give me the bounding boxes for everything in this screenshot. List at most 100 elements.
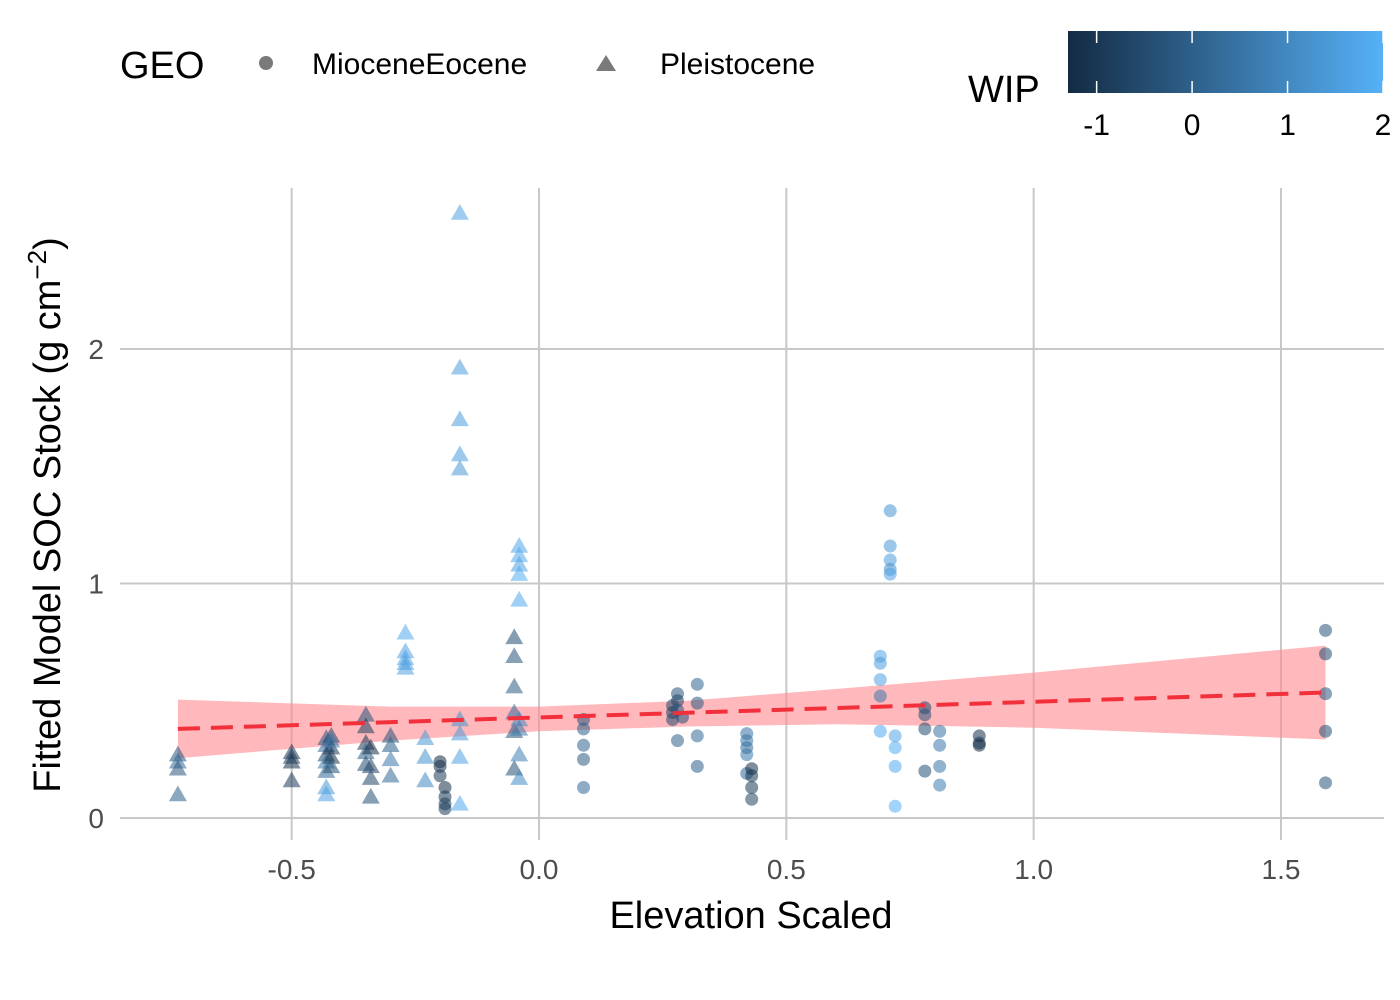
circle-point (933, 778, 947, 792)
x-tick-label: -0.5 (268, 854, 316, 885)
triangle-point (510, 565, 529, 581)
circle-point (577, 722, 591, 736)
x-tick-label: 1.0 (1014, 854, 1053, 885)
y-axis-title-main: Fitted Model SOC Stock (g cm (27, 280, 69, 793)
triangle-point (396, 623, 415, 640)
circle-point (433, 769, 447, 783)
shape-legend-title: GEO (120, 45, 204, 87)
circle-point (918, 764, 932, 778)
circle-point (933, 724, 947, 738)
triangle-point (361, 787, 380, 804)
circle-point (888, 741, 902, 755)
circle-point (1319, 647, 1333, 661)
shape-legend: GEO MioceneEocene Pleistocene (120, 45, 815, 87)
x-tick-label: 0.5 (767, 854, 806, 885)
triangle-point (505, 647, 524, 663)
legend-label-pleistocene: Pleistocene (660, 48, 815, 81)
triangle-point (510, 555, 529, 572)
y-axis-ticks: 0 1 2 (88, 334, 104, 834)
circle-point (1319, 776, 1333, 790)
triangle-point (356, 717, 375, 734)
circle-point (433, 759, 447, 773)
circle-point (671, 734, 685, 748)
x-axis-title: Elevation Scaled (609, 895, 892, 937)
triangle-point (322, 748, 341, 764)
circle-point (745, 781, 759, 795)
triangle-point (356, 705, 375, 722)
trend-line (177, 690, 1326, 731)
x-tick-label: 1.5 (1262, 854, 1301, 885)
circle-point (918, 722, 932, 736)
triangle-point (361, 757, 380, 774)
triangle-point (450, 410, 469, 427)
triangle-point (416, 771, 435, 788)
circle-point (873, 656, 887, 670)
circle-point (873, 689, 887, 703)
triangle-point (322, 757, 341, 774)
triangle-point (505, 628, 524, 645)
triangle-point (416, 748, 435, 764)
color-bar-tick-label: 2 (1375, 109, 1392, 142)
triangle-point (510, 590, 529, 607)
color-bar-tick-label: 1 (1279, 109, 1296, 142)
circle-point (883, 504, 897, 518)
triangle-point (317, 785, 336, 802)
triangle-point (450, 748, 469, 764)
circle-point (745, 792, 759, 806)
triangle-point (450, 794, 469, 811)
circle-point (873, 724, 887, 738)
triangle-point (361, 769, 380, 785)
circle-point (883, 539, 897, 553)
circle-point (438, 781, 452, 795)
confidence-band (177, 645, 1326, 759)
trend-fit-line (177, 690, 1326, 731)
y-axis-title-close: ) (27, 237, 69, 250)
y-axis-title: Fitted Model SOC Stock (g cm−2) (22, 237, 69, 792)
circle-point (888, 729, 902, 743)
triangle-point (510, 719, 529, 736)
triangle-point (381, 726, 400, 743)
legend-key-circle (259, 56, 273, 70)
legend-key-triangle (596, 55, 616, 71)
triangle-point (282, 771, 301, 788)
triangle-point (361, 738, 380, 755)
triangle-point (450, 358, 469, 375)
circle-point (438, 802, 452, 816)
triangle-point (510, 536, 529, 553)
triangle-point (510, 769, 529, 785)
color-bar (1068, 31, 1383, 93)
x-axis-ticks: -0.5 0.0 0.5 1.0 1.5 (268, 854, 1301, 885)
circle-point (918, 708, 932, 722)
circle-point (690, 729, 704, 743)
triangle-point (505, 677, 524, 694)
y-axis-title-sup: −2 (22, 250, 52, 280)
triangle-point (322, 731, 341, 748)
circle-point (888, 799, 902, 813)
circle-point (883, 553, 897, 567)
x-tick-label: 0.0 (520, 854, 559, 885)
y-tick-label: 0 (88, 803, 104, 834)
color-bar-tick-label: -1 (1083, 109, 1110, 142)
circle-point (1319, 687, 1333, 701)
circle-point (883, 567, 897, 581)
triangle-point (381, 750, 400, 767)
triangle-point (450, 445, 469, 462)
y-tick-label: 2 (88, 334, 104, 365)
triangle-point (416, 729, 435, 746)
circle-point (690, 677, 704, 691)
circle-point (671, 694, 685, 708)
triangle-point (168, 785, 187, 802)
color-bar-ticks: -1 0 1 2 (1083, 31, 1391, 142)
color-legend: WIP -1 0 1 2 (968, 31, 1391, 142)
gridlines (120, 188, 1384, 840)
color-legend-title: WIP (968, 69, 1040, 111)
triangle-point (450, 724, 469, 741)
triangle-point (510, 546, 529, 563)
circle-point (873, 673, 887, 687)
y-tick-label: 1 (88, 569, 104, 600)
triangle-point (381, 766, 400, 783)
triangle-point (381, 736, 400, 753)
circle-point (745, 769, 759, 783)
triangle-point (450, 203, 469, 220)
